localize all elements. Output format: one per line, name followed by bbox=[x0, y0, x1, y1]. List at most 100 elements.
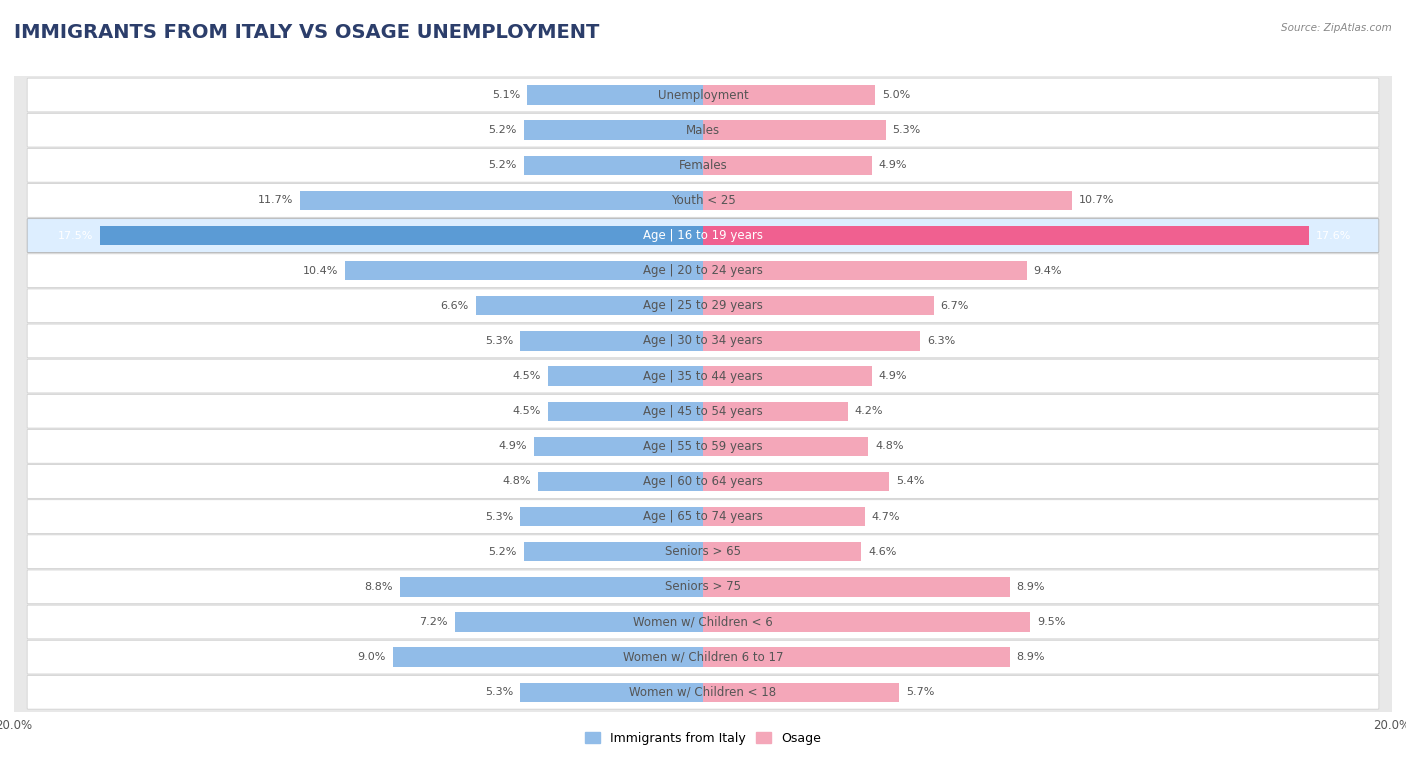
Text: Males: Males bbox=[686, 123, 720, 137]
Text: 17.6%: 17.6% bbox=[1316, 231, 1351, 241]
Text: 4.5%: 4.5% bbox=[513, 407, 541, 416]
Text: Age | 20 to 24 years: Age | 20 to 24 years bbox=[643, 264, 763, 277]
Bar bbox=[524, 542, 703, 562]
FancyBboxPatch shape bbox=[27, 324, 1379, 358]
Text: 4.8%: 4.8% bbox=[875, 441, 904, 451]
Bar bbox=[703, 647, 1010, 667]
Bar bbox=[703, 542, 862, 562]
Legend: Immigrants from Italy, Osage: Immigrants from Italy, Osage bbox=[581, 727, 825, 750]
Text: 4.2%: 4.2% bbox=[855, 407, 883, 416]
Bar bbox=[703, 191, 1071, 210]
FancyBboxPatch shape bbox=[27, 148, 1379, 182]
Text: 5.2%: 5.2% bbox=[489, 547, 517, 556]
Text: 5.4%: 5.4% bbox=[896, 476, 924, 487]
Text: Seniors > 65: Seniors > 65 bbox=[665, 545, 741, 558]
Text: Age | 60 to 64 years: Age | 60 to 64 years bbox=[643, 475, 763, 488]
Text: 5.3%: 5.3% bbox=[485, 336, 513, 346]
FancyBboxPatch shape bbox=[27, 500, 1379, 534]
Bar bbox=[548, 366, 703, 386]
Bar bbox=[548, 401, 703, 421]
FancyBboxPatch shape bbox=[27, 640, 1379, 674]
Text: Age | 30 to 34 years: Age | 30 to 34 years bbox=[643, 335, 763, 347]
Bar bbox=[703, 472, 889, 491]
Text: Seniors > 75: Seniors > 75 bbox=[665, 581, 741, 593]
Text: 5.3%: 5.3% bbox=[485, 687, 513, 697]
Text: 4.9%: 4.9% bbox=[879, 160, 907, 170]
FancyBboxPatch shape bbox=[27, 360, 1379, 393]
Text: Age | 16 to 19 years: Age | 16 to 19 years bbox=[643, 229, 763, 242]
Text: Age | 65 to 74 years: Age | 65 to 74 years bbox=[643, 510, 763, 523]
Text: 4.9%: 4.9% bbox=[879, 371, 907, 381]
Bar bbox=[475, 296, 703, 316]
Bar bbox=[299, 191, 703, 210]
Bar bbox=[527, 86, 703, 104]
Bar bbox=[703, 366, 872, 386]
Bar bbox=[344, 261, 703, 280]
FancyBboxPatch shape bbox=[27, 254, 1379, 288]
FancyBboxPatch shape bbox=[27, 114, 1379, 147]
Bar bbox=[703, 226, 1309, 245]
Bar bbox=[703, 683, 900, 702]
Bar bbox=[703, 437, 869, 456]
Bar bbox=[524, 120, 703, 140]
Bar bbox=[520, 683, 703, 702]
Bar bbox=[703, 261, 1026, 280]
Text: 8.8%: 8.8% bbox=[364, 582, 392, 592]
Bar bbox=[100, 226, 703, 245]
Text: 5.2%: 5.2% bbox=[489, 160, 517, 170]
Bar bbox=[703, 401, 848, 421]
Text: Women w/ Children < 6: Women w/ Children < 6 bbox=[633, 615, 773, 628]
Bar bbox=[703, 332, 920, 350]
Bar bbox=[537, 472, 703, 491]
Text: 6.3%: 6.3% bbox=[927, 336, 955, 346]
Text: 8.9%: 8.9% bbox=[1017, 652, 1045, 662]
FancyBboxPatch shape bbox=[27, 219, 1379, 252]
Bar bbox=[703, 296, 934, 316]
Bar bbox=[703, 577, 1010, 597]
Text: Women w/ Children 6 to 17: Women w/ Children 6 to 17 bbox=[623, 650, 783, 664]
Bar bbox=[703, 86, 875, 104]
Text: 9.5%: 9.5% bbox=[1038, 617, 1066, 627]
FancyBboxPatch shape bbox=[27, 78, 1379, 112]
Bar bbox=[399, 577, 703, 597]
Bar bbox=[703, 120, 886, 140]
Bar bbox=[524, 156, 703, 175]
Text: 4.8%: 4.8% bbox=[502, 476, 531, 487]
FancyBboxPatch shape bbox=[27, 289, 1379, 322]
Text: 4.9%: 4.9% bbox=[499, 441, 527, 451]
FancyBboxPatch shape bbox=[27, 429, 1379, 463]
Text: IMMIGRANTS FROM ITALY VS OSAGE UNEMPLOYMENT: IMMIGRANTS FROM ITALY VS OSAGE UNEMPLOYM… bbox=[14, 23, 599, 42]
Text: 5.3%: 5.3% bbox=[485, 512, 513, 522]
Text: Females: Females bbox=[679, 159, 727, 172]
Bar bbox=[703, 612, 1031, 631]
Text: 4.7%: 4.7% bbox=[872, 512, 900, 522]
Text: 8.9%: 8.9% bbox=[1017, 582, 1045, 592]
Text: 6.7%: 6.7% bbox=[941, 301, 969, 311]
Text: 6.6%: 6.6% bbox=[440, 301, 468, 311]
Bar bbox=[520, 507, 703, 526]
Text: Source: ZipAtlas.com: Source: ZipAtlas.com bbox=[1281, 23, 1392, 33]
Text: 4.6%: 4.6% bbox=[869, 547, 897, 556]
Bar bbox=[392, 647, 703, 667]
Text: 5.2%: 5.2% bbox=[489, 125, 517, 136]
Text: Women w/ Children < 18: Women w/ Children < 18 bbox=[630, 686, 776, 699]
Bar bbox=[703, 507, 865, 526]
Bar bbox=[703, 156, 872, 175]
Text: Age | 25 to 29 years: Age | 25 to 29 years bbox=[643, 299, 763, 313]
Text: 4.5%: 4.5% bbox=[513, 371, 541, 381]
Text: 9.0%: 9.0% bbox=[357, 652, 387, 662]
Bar bbox=[534, 437, 703, 456]
FancyBboxPatch shape bbox=[27, 394, 1379, 428]
Text: 10.4%: 10.4% bbox=[302, 266, 337, 276]
Text: 5.0%: 5.0% bbox=[882, 90, 910, 100]
Text: 5.1%: 5.1% bbox=[492, 90, 520, 100]
Text: Age | 35 to 44 years: Age | 35 to 44 years bbox=[643, 369, 763, 382]
Text: 5.3%: 5.3% bbox=[893, 125, 921, 136]
FancyBboxPatch shape bbox=[27, 570, 1379, 604]
Text: 10.7%: 10.7% bbox=[1078, 195, 1114, 205]
Text: Unemployment: Unemployment bbox=[658, 89, 748, 101]
Text: Youth < 25: Youth < 25 bbox=[671, 194, 735, 207]
FancyBboxPatch shape bbox=[27, 675, 1379, 709]
FancyBboxPatch shape bbox=[27, 535, 1379, 569]
Text: 17.5%: 17.5% bbox=[58, 231, 93, 241]
